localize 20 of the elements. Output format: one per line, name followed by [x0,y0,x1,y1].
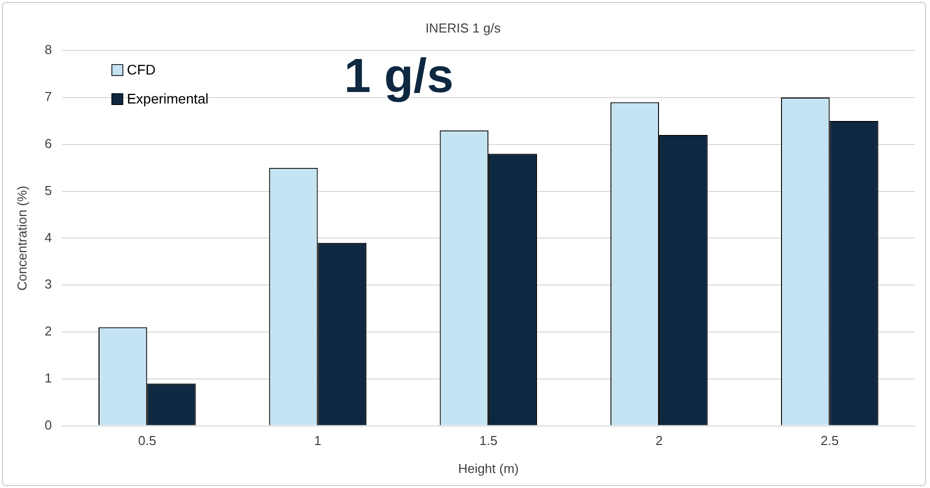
y-tick-label: 3 [44,276,52,292]
x-tick-label: 0.5 [138,433,156,448]
y-tick-label: 5 [44,182,52,198]
chart-title: INERIS 1 g/s [425,20,502,36]
y-tick-label: 4 [44,230,52,245]
legend-label: CFD [126,61,156,78]
y-tick-label: 2 [44,324,52,339]
y-tick-label: 0 [44,417,52,432]
x-tick-label: 1 [314,433,322,448]
y-axis-title: Concentration (%) [14,186,30,291]
x-axis-title: Height (m) [458,460,519,476]
x-tick-label: 1.5 [479,433,498,448]
x-tick-label: 2 [655,433,663,448]
y-tick-label: 8 [44,42,52,58]
legend-label: Experimental [126,90,209,106]
x-tick-label: 2.5 [820,433,839,448]
annotation: 1 g/s [344,50,454,103]
y-tick-label: 7 [44,89,52,104]
y-tick-label: 1 [44,370,52,386]
y-tick-label: 6 [44,136,52,151]
